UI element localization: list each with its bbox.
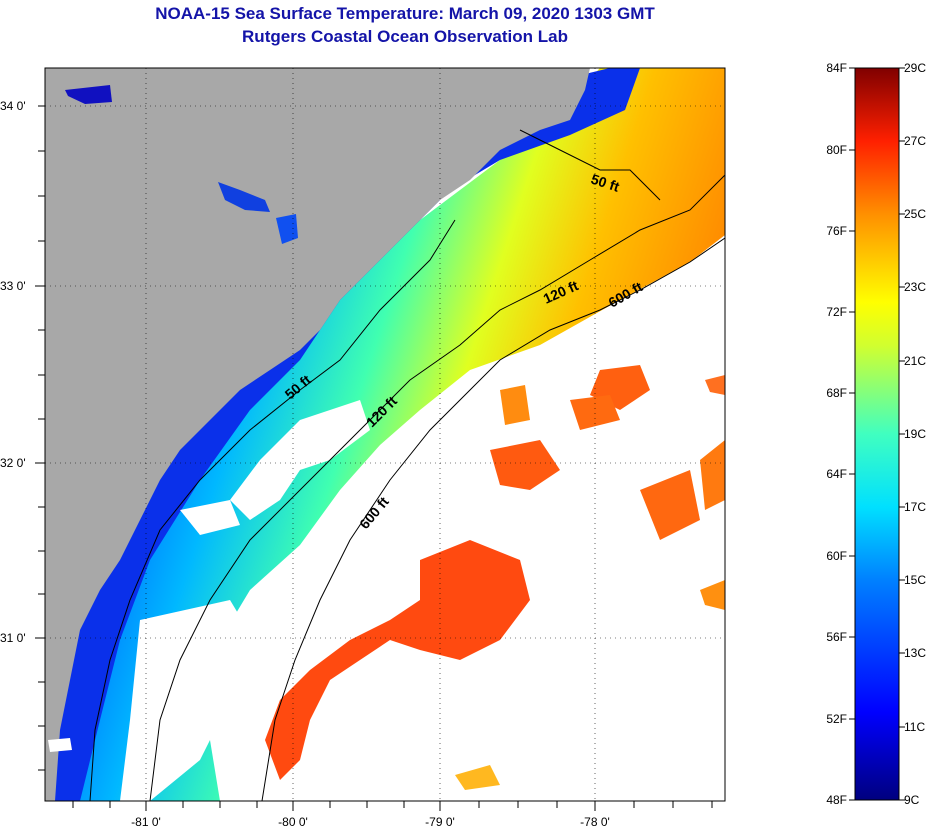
- colorbar-c-label: 21C: [904, 354, 926, 368]
- warm-water-patch: [500, 385, 530, 425]
- colorbar-f-label: 52F: [826, 712, 847, 726]
- colorbar-c-label: 17C: [904, 500, 926, 514]
- colorbar-c-label: 25C: [904, 207, 926, 221]
- inland-lake: [276, 214, 298, 244]
- map-title: NOAA-15 Sea Surface Temperature: March 0…: [155, 4, 655, 23]
- latitude-label: 34 0': [0, 99, 26, 113]
- colorbar-c-label: 15C: [904, 573, 926, 587]
- latitude-label: 32 0': [0, 456, 26, 470]
- warm-water-patch: [700, 440, 725, 510]
- warm-water-patch: [640, 470, 700, 540]
- colorbar-celsius-labels: 29C 27C 25C 23C 21C 19C 17C 15C 13C 11C …: [904, 61, 926, 807]
- isobath-50ft-line: [519, 129, 661, 201]
- latitude-label: 31 0': [0, 631, 26, 645]
- colorbar-f-label: 84F: [826, 61, 847, 75]
- isobath-600ft-line: [261, 237, 725, 801]
- colorbar-fahrenheit-labels: 84F 80F 76F 72F 68F 64F 60F 56F 52F 48F: [826, 61, 847, 807]
- colorbar-c-label: 23C: [904, 280, 926, 294]
- inland-lake: [218, 182, 270, 212]
- warm-water-patch: [705, 375, 725, 395]
- gulf-stream-warm-water: [265, 540, 530, 780]
- warm-water-patch: [700, 580, 725, 610]
- land-mass: [45, 68, 590, 801]
- colorbar-f-label: 64F: [826, 467, 847, 481]
- cloud-patch: [120, 600, 260, 801]
- colorbar-f-label: 68F: [826, 386, 847, 400]
- colorbar-f-label: 60F: [826, 549, 847, 563]
- warm-water-patch: [570, 395, 620, 430]
- longitude-label: -78 0': [580, 815, 610, 829]
- inland-lake: [48, 738, 72, 752]
- colorbar-f-label: 76F: [826, 224, 847, 238]
- colorbar-c-label: 9C: [904, 793, 920, 807]
- warm-water-patch: [455, 765, 500, 790]
- map-grid: [45, 68, 725, 801]
- colorbar-f-label: 80F: [826, 143, 847, 157]
- isobath-120ft-line: [149, 174, 725, 801]
- colorbar-f-label: 56F: [826, 630, 847, 644]
- colorbar-c-label: 29C: [904, 61, 926, 75]
- map-frame: [44, 67, 726, 802]
- latitude-label: 33 0': [0, 279, 26, 293]
- colorbar: [854, 67, 900, 801]
- colorbar-c-label: 11C: [904, 720, 925, 734]
- warm-water-patch: [490, 440, 560, 490]
- isobath-50ft-line-south: [89, 219, 456, 801]
- colorbar-c-label: 13C: [904, 646, 926, 660]
- map-subtitle: Rutgers Coastal Ocean Observation Lab: [242, 27, 568, 46]
- cloud-patch: [180, 500, 240, 535]
- colorbar-f-label: 48F: [826, 793, 847, 807]
- longitude-label: -79 0': [425, 815, 455, 829]
- colorbar-c-label: 19C: [904, 427, 926, 441]
- colorbar-f-label: 72F: [826, 305, 847, 319]
- cloud-patch: [230, 400, 370, 520]
- longitude-label: -80 0': [278, 815, 308, 829]
- colorbar-ticks: [849, 67, 905, 801]
- colorbar-c-label: 27C: [904, 134, 926, 148]
- longitude-label: -81 0': [131, 815, 161, 829]
- axis-ticks: [35, 105, 713, 811]
- inland-lake: [65, 85, 112, 104]
